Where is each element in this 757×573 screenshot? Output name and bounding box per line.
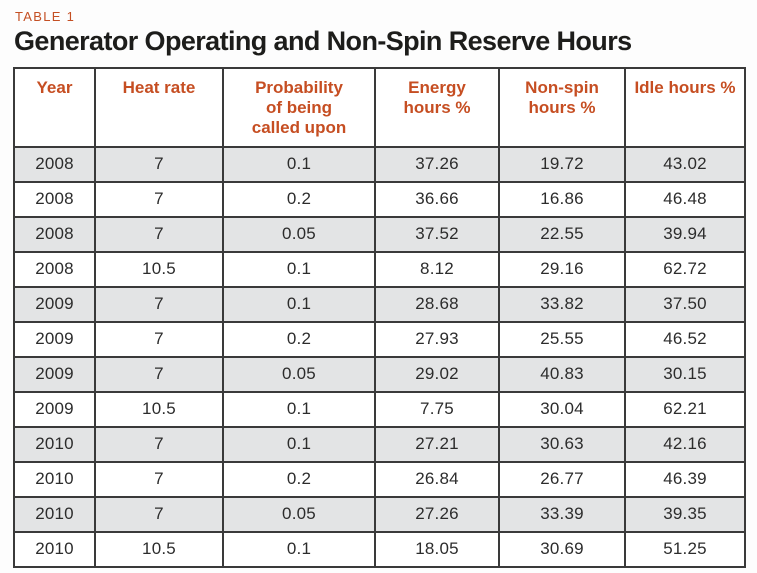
table-cell: 46.52: [624, 320, 746, 358]
table-cell: 2010: [13, 495, 96, 533]
table-cell: 46.48: [624, 180, 746, 218]
table-cell: 33.82: [498, 285, 626, 323]
column-header-idle: Idle hours %: [624, 66, 746, 148]
table-row: 2009 7 0.05 29.02 40.83 30.15: [13, 355, 746, 393]
table-cell: 0.2: [222, 180, 376, 218]
table-body: 2008 7 0.1 37.26 19.72 43.02 2008 7 0.2 36.66 16.8…: [13, 145, 746, 568]
table-row: 2010 7 0.1 27.21 30.63 42.16: [13, 425, 746, 463]
table-row: 2010 7 0.05 27.26 33.39 39.35: [13, 495, 746, 533]
column-header-energy: Energy hours %: [374, 66, 500, 148]
table-cell: 26.84: [374, 460, 500, 498]
table-cell: 27.93: [374, 320, 500, 358]
table-cell: 7: [94, 145, 224, 183]
table-cell: 10.5: [94, 530, 224, 568]
table-cell: 42.16: [624, 425, 746, 463]
table-cell: 2009: [13, 355, 96, 393]
table-cell: 7: [94, 180, 224, 218]
table-cell: 2010: [13, 530, 96, 568]
column-header-heat-rate: Heat rate: [94, 66, 224, 148]
data-table: Year Heat rate Probability of being call…: [13, 66, 746, 568]
table-cell: 30.69: [498, 530, 626, 568]
table-cell: 51.25: [624, 530, 746, 568]
table-cell: 8.12: [374, 250, 500, 288]
table-cell: 33.39: [498, 495, 626, 533]
table-cell: 0.05: [222, 495, 376, 533]
table-row: 2009 7 0.1 28.68 33.82 37.50: [13, 285, 746, 323]
table-row: 2008 10.5 0.1 8.12 29.16 62.72: [13, 250, 746, 288]
table-cell: 2010: [13, 425, 96, 463]
table-cell: 62.21: [624, 390, 746, 428]
table-cell: 7: [94, 215, 224, 253]
table-cell: 7: [94, 495, 224, 533]
table-cell: 18.05: [374, 530, 500, 568]
table-row: 2009 7 0.2 27.93 25.55 46.52: [13, 320, 746, 358]
table-cell: 10.5: [94, 390, 224, 428]
table-cell: 39.94: [624, 215, 746, 253]
table-cell: 62.72: [624, 250, 746, 288]
table-cell: 25.55: [498, 320, 626, 358]
table-cell: 29.16: [498, 250, 626, 288]
table-cell: 27.21: [374, 425, 500, 463]
table-cell: 0.2: [222, 320, 376, 358]
table-cell: 2009: [13, 285, 96, 323]
table-row: 2009 10.5 0.1 7.75 30.04 62.21: [13, 390, 746, 428]
table-cell: 7.75: [374, 390, 500, 428]
table-cell: 2008: [13, 250, 96, 288]
table-cell: 36.66: [374, 180, 500, 218]
table-cell: 0.1: [222, 530, 376, 568]
table-cell: 40.83: [498, 355, 626, 393]
table-cell: 37.50: [624, 285, 746, 323]
table-cell: 2009: [13, 320, 96, 358]
column-header-year: Year: [13, 66, 96, 148]
table-cell: 0.1: [222, 425, 376, 463]
table-cell: 22.55: [498, 215, 626, 253]
column-header-probability: Probability of being called upon: [222, 66, 376, 148]
table-cell: 37.26: [374, 145, 500, 183]
table-cell: 30.63: [498, 425, 626, 463]
table-cell: 2008: [13, 215, 96, 253]
table-cell: 7: [94, 320, 224, 358]
table-cell: 19.72: [498, 145, 626, 183]
table-cell: 37.52: [374, 215, 500, 253]
table-cell: 16.86: [498, 180, 626, 218]
table-row: 2010 7 0.2 26.84 26.77 46.39: [13, 460, 746, 498]
table-cell: 30.15: [624, 355, 746, 393]
table-cell: 30.04: [498, 390, 626, 428]
table-cell: 0.05: [222, 215, 376, 253]
table-cell: 2009: [13, 390, 96, 428]
table-cell: 7: [94, 285, 224, 323]
table-cell: 0.1: [222, 145, 376, 183]
table-cell: 2010: [13, 460, 96, 498]
table-title: Generator Operating and Non-Spin Reserve…: [14, 26, 632, 56]
table-cell: 46.39: [624, 460, 746, 498]
table-cell: 0.2: [222, 460, 376, 498]
table-cell: 39.35: [624, 495, 746, 533]
table-cell: 26.77: [498, 460, 626, 498]
table-cell: 0.1: [222, 250, 376, 288]
table-cell: 43.02: [624, 145, 746, 183]
table-cell: 7: [94, 355, 224, 393]
table-cell: 28.68: [374, 285, 500, 323]
table-cell: 0.05: [222, 355, 376, 393]
table-cell: 2008: [13, 180, 96, 218]
column-header-non-spin: Non-spin hours %: [498, 66, 626, 148]
table-cell: 7: [94, 425, 224, 463]
table-header-row: Year Heat rate Probability of being call…: [13, 66, 746, 148]
table-cell: 0.1: [222, 390, 376, 428]
table-row: 2008 7 0.1 37.26 19.72 43.02: [13, 145, 746, 183]
table-row: 2008 7 0.05 37.52 22.55 39.94: [13, 215, 746, 253]
table-number-label: TABLE 1: [15, 9, 76, 24]
table-row: 2010 10.5 0.1 18.05 30.69 51.25: [13, 530, 746, 568]
table-row: 2008 7 0.2 36.66 16.86 46.48: [13, 180, 746, 218]
table-cell: 29.02: [374, 355, 500, 393]
table-cell: 0.1: [222, 285, 376, 323]
table-cell: 2008: [13, 145, 96, 183]
table-cell: 7: [94, 460, 224, 498]
table-cell: 10.5: [94, 250, 224, 288]
table-cell: 27.26: [374, 495, 500, 533]
